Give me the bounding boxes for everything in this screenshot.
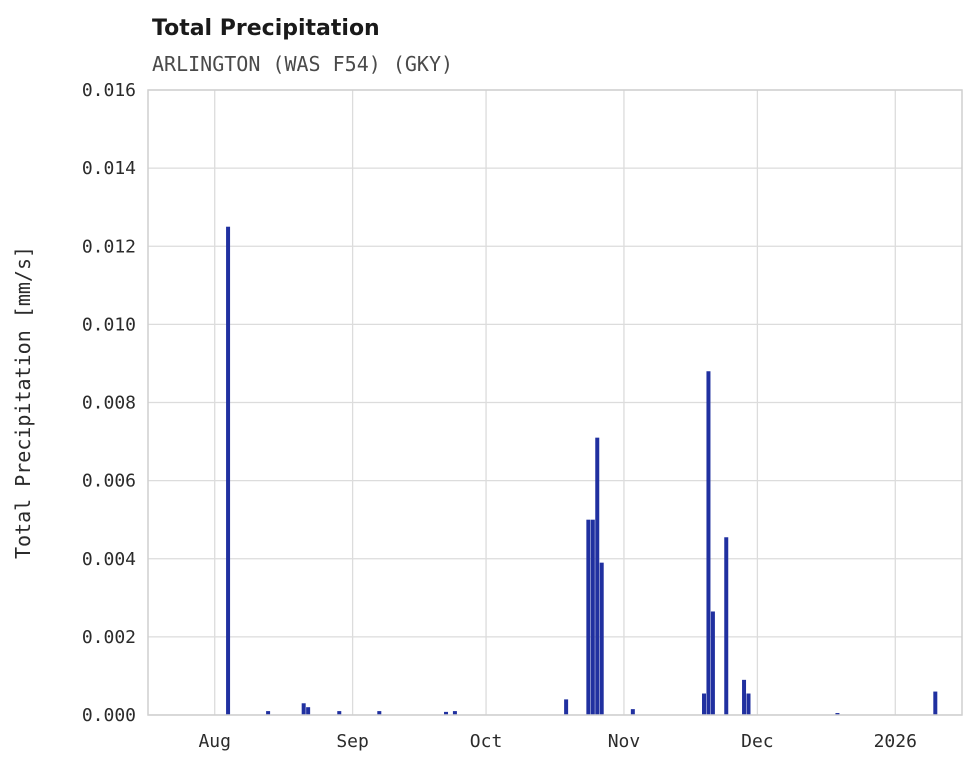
x-tick-label: Aug xyxy=(198,731,231,752)
x-tick-label: Oct xyxy=(470,731,503,752)
precipitation-bar xyxy=(590,519,595,715)
y-tick-label: 0.008 xyxy=(82,393,136,414)
y-tick-label: 0.002 xyxy=(82,627,136,648)
page-title: Total Precipitation xyxy=(152,16,380,41)
precipitation-bar xyxy=(742,679,747,715)
precipitation-bar xyxy=(452,711,457,715)
precipitation-bar xyxy=(710,611,715,715)
precipitation-bar xyxy=(599,562,604,715)
precipitation-bar xyxy=(564,699,569,715)
y-tick-label: 0.016 xyxy=(82,80,136,101)
plot-border xyxy=(147,89,963,716)
y-tick-label: 0.004 xyxy=(82,549,136,570)
x-tick-label: 2026 xyxy=(874,731,917,752)
y-tick-label: 0.006 xyxy=(82,471,136,492)
x-tick-label: Nov xyxy=(608,731,641,752)
precipitation-bar xyxy=(933,691,938,715)
y-tick-label: 0.012 xyxy=(82,236,136,257)
x-tick-label: Dec xyxy=(741,731,774,752)
precipitation-bar xyxy=(444,711,449,715)
y-tick-label: 0.014 xyxy=(82,158,136,179)
precipitation-bar xyxy=(377,711,382,715)
x-tick-label: Sep xyxy=(336,731,369,752)
y-tick-label: 0.000 xyxy=(82,705,136,726)
precipitation-bar xyxy=(595,437,600,715)
precipitation-bar xyxy=(702,693,707,715)
precipitation-bar xyxy=(746,693,751,715)
precipitation-bar xyxy=(226,226,231,715)
precipitation-bar xyxy=(306,707,311,715)
precipitation-bar xyxy=(301,703,306,715)
precipitation-bar xyxy=(724,537,729,715)
y-tick-label: 0.010 xyxy=(82,314,136,335)
precipitation-bar xyxy=(337,711,342,715)
precipitation-bar xyxy=(630,709,635,715)
precipitation-bar xyxy=(586,519,591,715)
precipitation-bar xyxy=(706,371,711,715)
precipitation-bar xyxy=(266,711,271,715)
precipitation-bar xyxy=(835,713,840,715)
page-subtitle: ARLINGTON (WAS F54) (GKY) xyxy=(152,52,454,76)
y-axis-label: Total Precipitation [mm/s] xyxy=(11,246,35,559)
